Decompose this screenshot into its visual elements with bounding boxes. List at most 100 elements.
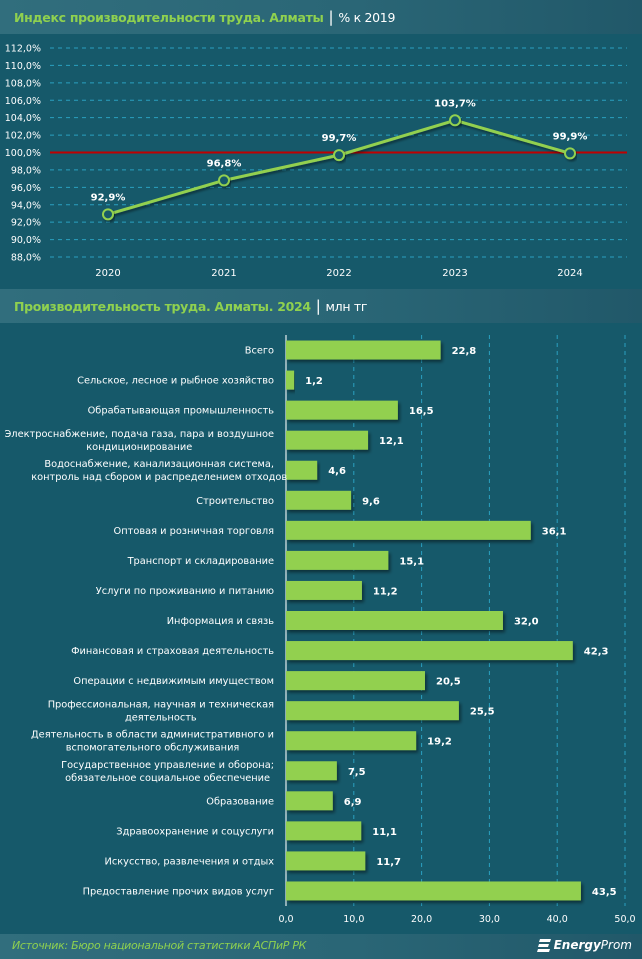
category-label: Финансовая и страховая деятельность	[71, 646, 274, 657]
bar	[286, 761, 337, 781]
bar-value-label: 9,6	[362, 496, 380, 507]
bar-row: 32,0 Информация и связь	[167, 611, 539, 630]
data-point	[564, 147, 576, 160]
bar	[286, 550, 389, 570]
x-tick-label: 0,0	[278, 914, 293, 925]
bar-row: 15,1 Транспорт и складирование	[127, 550, 424, 570]
bar-row: 11,7 Искусство, развлечения и отдых	[105, 851, 401, 871]
y-tick-label: 96,0%	[11, 183, 41, 194]
bar-value-label: 7,5	[348, 767, 366, 778]
y-tick-label: 90,0%	[11, 235, 41, 246]
bar	[286, 791, 333, 811]
bar-row: 42,3 Финансовая и страховая деятельность	[71, 641, 609, 661]
y-tick-label: 98,0%	[11, 165, 41, 176]
logo-text-light: Prom	[600, 938, 632, 952]
energyprom-logo: Energy Prom	[536, 938, 632, 952]
category-label: контроль над сбором и распределением отх…	[31, 472, 287, 483]
bar-value-label: 32,0	[514, 617, 539, 628]
bar-value-label: 4,6	[328, 466, 346, 477]
bar-value-label: 19,2	[427, 737, 452, 748]
bar-value-label: 16,5	[409, 406, 434, 417]
x-tick-label: 2024	[557, 268, 582, 279]
category-label: деятельность	[125, 713, 197, 724]
bar-value-label: 1,2	[305, 376, 323, 387]
bar-value-label: 11,1	[372, 827, 397, 838]
bar-row: 1,2 Сельское, лесное и рыбное хозяйство	[77, 370, 323, 390]
data-point	[449, 114, 461, 127]
y-tick-label: 94,0%	[11, 200, 41, 211]
bar-value-label: 11,2	[373, 586, 398, 597]
category-label: Деятельность в области административного…	[31, 730, 274, 741]
y-tick-label: 100,0%	[5, 148, 41, 159]
category-label: Государственное управление и оборона;	[61, 760, 274, 771]
line-chart: 112,0% 110,0% 108,0% 106,0% 104,0% 102,0% 100,…	[5, 44, 627, 279]
data-label: 99,9%	[553, 131, 588, 142]
bar	[286, 400, 398, 420]
bar-row: 25,5 Профессиональная, научная и техничес…	[48, 700, 495, 724]
bar	[286, 701, 459, 721]
y-tick-label: 110,0%	[5, 61, 41, 72]
bar-row: 12,1 Электроснабжение, подача газа, пара …	[4, 429, 403, 453]
bar-row: 36,1 Оптовая и розничная торговля	[114, 520, 567, 540]
bar	[286, 821, 362, 841]
category-label: Образование	[206, 796, 274, 807]
data-label: 96,8%	[207, 158, 242, 169]
title-separator: |	[315, 297, 321, 315]
data-point	[218, 174, 230, 187]
title-separator: |	[328, 8, 334, 26]
y-tick-label: 106,0%	[5, 96, 41, 107]
bar	[286, 611, 503, 630]
energyprom-logo-icon	[536, 938, 551, 952]
y-tick-label: 112,0%	[5, 44, 41, 55]
y-tick-label: 104,0%	[5, 113, 41, 124]
source-note: Источник: Бюро национальной статистики А…	[12, 939, 307, 952]
y-tick-label: 108,0%	[5, 78, 41, 89]
bar-value-label: 11,7	[376, 857, 401, 868]
bar-row: 19,2 Деятельность в области административ…	[31, 730, 452, 754]
y-tick-label: 88,0%	[11, 253, 41, 264]
bar	[286, 460, 318, 480]
footer: Источник: Бюро национальной статистики А…	[0, 934, 642, 959]
category-label: Профессиональная, научная и техническая	[48, 700, 274, 711]
bar	[286, 370, 295, 390]
bar-value-label: 22,8	[452, 346, 477, 357]
bar	[286, 580, 362, 600]
bar-row: 16,5 Обрабатывающая промышленность	[88, 400, 434, 420]
category-label: Всего	[245, 346, 274, 357]
category-label: Оптовая и розничная торговля	[114, 526, 275, 537]
bar-row: 11,1 Здравоохранение и соцуслуги	[116, 821, 397, 841]
data-label: 92,9%	[91, 192, 126, 203]
data-point	[102, 208, 114, 221]
category-label: Предоставление прочих видов услуг	[83, 886, 274, 897]
bar-value-label: 42,3	[584, 647, 609, 658]
x-tick-label: 40,0	[547, 914, 568, 925]
bar-value-label: 15,1	[399, 556, 424, 567]
x-tick-label: 2023	[442, 268, 467, 279]
x-tick-label: 30,0	[479, 914, 500, 925]
bar-row: 43,5 Предоставление прочих видов услуг	[83, 881, 617, 901]
category-label: Электроснабжение, подача газа, пара и во…	[4, 429, 274, 440]
data-label: 99,7%	[322, 133, 357, 144]
bar	[286, 641, 573, 661]
x-tick-label: 2021	[211, 268, 236, 279]
x-tick-label: 2020	[95, 268, 120, 279]
line-chart-header: Индекс производительности труда. Алматы …	[0, 0, 642, 34]
bar	[286, 881, 581, 901]
category-label: Строительство	[196, 496, 274, 507]
category-label: Транспорт и складирование	[127, 556, 274, 567]
bar-value-label: 36,1	[542, 526, 567, 537]
bar-value-label: 6,9	[344, 797, 362, 808]
category-label: Искусство, развлечения и отдых	[105, 856, 275, 867]
bar-row: 11,2 Услуги по проживанию и питанию	[96, 580, 398, 600]
category-label: Водоснабжение, канализационная система,	[44, 459, 274, 470]
x-tick-label: 50,0	[614, 914, 635, 925]
bar-chart-header: Производительность труда. Алматы. 2024 |…	[0, 289, 642, 323]
category-label: Сельское, лесное и рыбное хозяйство	[77, 376, 274, 387]
bar	[286, 520, 531, 540]
bar-row: 6,9 Образование	[206, 791, 362, 811]
bar	[286, 430, 369, 450]
bar	[286, 731, 417, 751]
category-label: Услуги по проживанию и питанию	[96, 586, 274, 597]
y-tick-label: 102,0%	[5, 131, 41, 142]
bar-row: 20,5 Операции с недвижимым имуществом	[73, 671, 461, 691]
